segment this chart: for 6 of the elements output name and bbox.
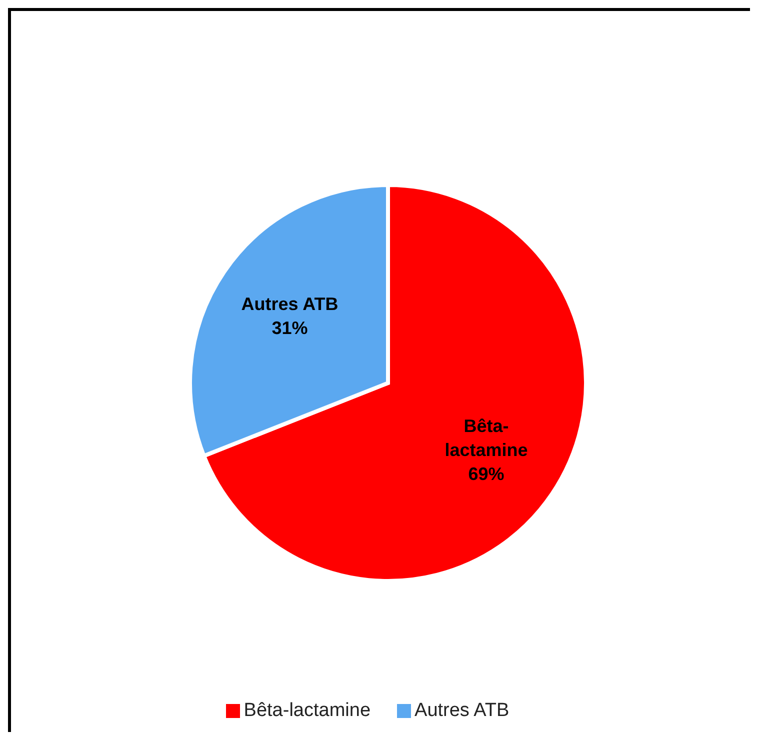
- legend-label: Bêta-lactamine: [244, 700, 371, 721]
- legend-label: Autres ATB: [414, 700, 510, 721]
- data-label: 31%: [272, 318, 308, 338]
- slice-label: Bêta-lactamine: [444, 416, 528, 460]
- slice-label: Autres ATB: [241, 294, 338, 314]
- data-label: 69%: [468, 464, 504, 484]
